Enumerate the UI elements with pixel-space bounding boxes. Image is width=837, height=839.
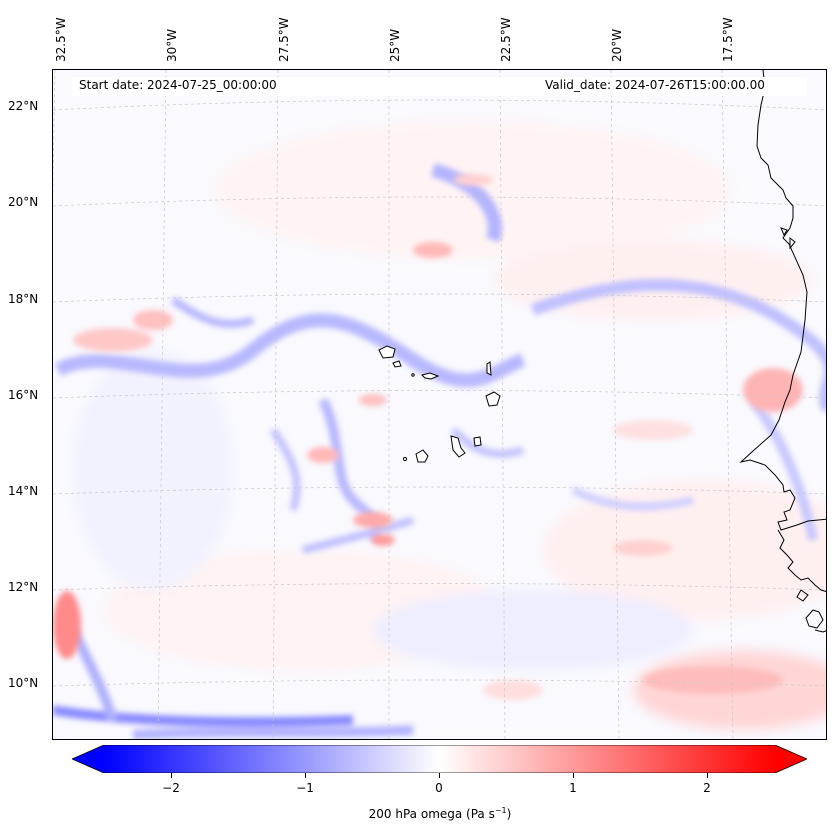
canary-coast-detail xyxy=(789,236,796,250)
coastline-mainland xyxy=(739,70,826,531)
lon-label-20w: 20°W xyxy=(610,28,624,62)
colorbar-label-0: 0 xyxy=(435,781,443,795)
cape-verde-islands xyxy=(378,345,501,463)
date-strip xyxy=(72,77,807,96)
colorbar-label-2: 2 xyxy=(703,781,711,795)
omega-negative-bands xyxy=(53,163,826,739)
island-boa-vista xyxy=(485,391,501,407)
lat-label-18n: 18°N xyxy=(8,292,39,306)
lat-label-12n: 12°N xyxy=(8,580,39,594)
colorbar-tick-m1 xyxy=(305,773,306,778)
valid-date: Valid_date: 2024-07-26T15:00:00.00 xyxy=(545,78,765,92)
lon-label-30w: 30°W xyxy=(165,28,179,62)
colorbar-gradient xyxy=(71,744,808,774)
coastline-guinea-bissau xyxy=(777,529,826,592)
lon-label-27-5w: 27.5°W xyxy=(277,17,291,62)
colorbar-title-end: ) xyxy=(506,807,512,821)
colorbar-title-exponent: −1 xyxy=(494,806,507,815)
island-fogo xyxy=(415,449,429,463)
omega-map[interactable] xyxy=(52,69,827,740)
lat-label-22n: 22°N xyxy=(8,99,39,113)
lon-label-25w: 25°W xyxy=(388,28,402,62)
colorbar-label-m1: −1 xyxy=(296,781,314,795)
colorbar-extend-high xyxy=(775,745,807,773)
lat-label-16n: 16°N xyxy=(8,388,39,402)
colorbar-tick-2 xyxy=(707,773,708,778)
african-coastline xyxy=(739,70,826,633)
lat-label-14n: 14°N xyxy=(8,484,39,498)
colorbar-label-1: 1 xyxy=(569,781,577,795)
colorbar-tick-m2 xyxy=(171,773,172,778)
lat-label-10n: 10°N xyxy=(8,676,39,690)
colorbar-label-m2: −2 xyxy=(162,781,180,795)
lon-label-22-5w: 22.5°W xyxy=(499,17,513,62)
colorbar-title: 200 hPa omega (Pa s−1) xyxy=(0,806,837,821)
colorbar xyxy=(71,744,808,774)
omega-field xyxy=(53,70,826,739)
colorbar-title-text: 200 hPa omega (Pa s xyxy=(368,807,495,821)
start-date: Start date: 2024-07-25_00:00:00 xyxy=(79,78,277,92)
island-santiago xyxy=(450,435,466,458)
colorbar-extend-low xyxy=(72,745,104,773)
island-santo-antao xyxy=(378,345,396,359)
lat-label-20n: 20°N xyxy=(8,195,39,209)
lon-label-17-5w: 17.5°W xyxy=(721,17,735,62)
island-sao-vicente xyxy=(392,360,402,368)
lon-label-32-5w: 32.5°W xyxy=(54,17,68,62)
omega-positive-patches xyxy=(53,174,803,700)
island-santa-luzia xyxy=(411,373,415,377)
colorbar-tick-1 xyxy=(573,773,574,778)
island-brava xyxy=(402,456,408,462)
colorbar-bar xyxy=(104,745,775,773)
omega-background-shading xyxy=(53,70,826,739)
coast-detail-north xyxy=(780,227,788,237)
bijagos-islands xyxy=(796,589,809,602)
island-sao-nicolau xyxy=(421,372,440,380)
island-maio xyxy=(473,436,482,447)
island-sal xyxy=(486,361,492,376)
graticule xyxy=(53,70,826,739)
colorbar-tick-0 xyxy=(439,773,440,778)
coastline-guinea-south xyxy=(814,629,826,633)
coastline-guinea xyxy=(805,609,824,629)
